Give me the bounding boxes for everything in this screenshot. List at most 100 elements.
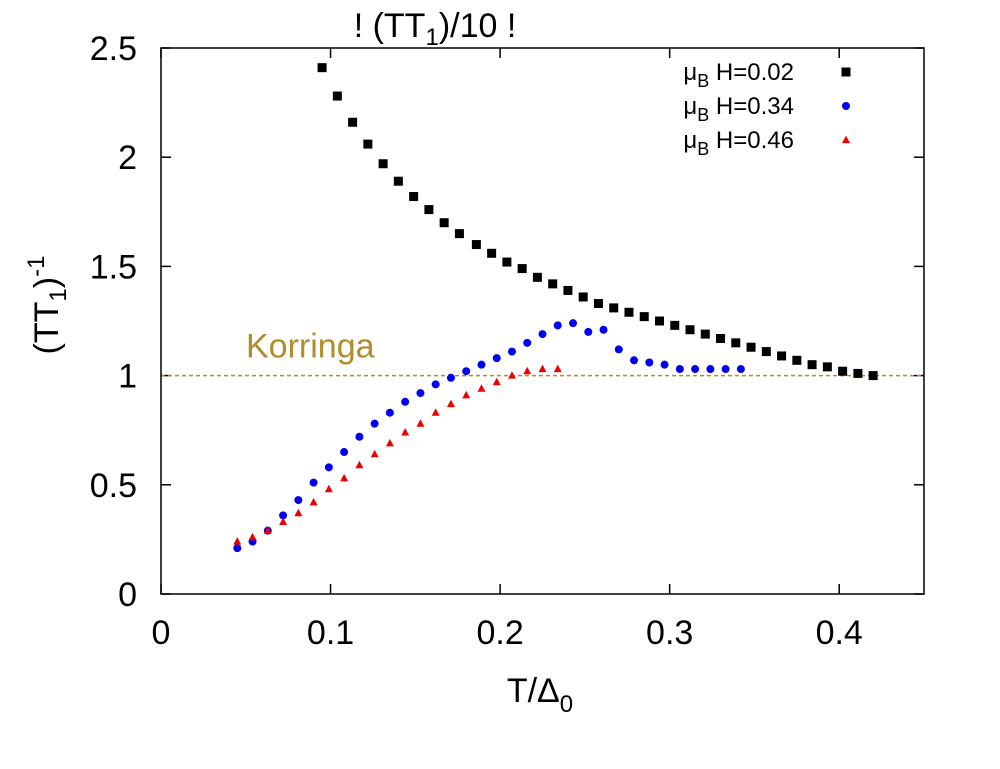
- data-point: [431, 380, 440, 389]
- data-point: [578, 292, 588, 302]
- data-point: [691, 365, 700, 374]
- series-1: [317, 63, 878, 381]
- legend-marker: [842, 102, 850, 110]
- data-point: [538, 330, 547, 339]
- data-point: [868, 371, 878, 381]
- chart-title: ! (TT1)/10 !: [354, 7, 517, 51]
- data-point: [471, 240, 481, 250]
- y-tick-label: 0: [118, 576, 137, 614]
- data-point: [309, 478, 318, 487]
- data-point: [332, 91, 342, 101]
- data-point: [279, 511, 288, 520]
- data-point: [492, 377, 501, 386]
- x-tick-label: 0: [152, 614, 171, 652]
- data-point: [721, 365, 730, 374]
- data-point: [736, 365, 745, 374]
- data-point: [822, 362, 832, 372]
- data-point: [569, 319, 578, 328]
- legend-marker: [842, 135, 850, 144]
- data-point: [446, 399, 455, 408]
- y-tick-label: 2.5: [90, 30, 137, 68]
- data-point: [630, 356, 639, 365]
- x-tick-label: 0.3: [646, 614, 693, 652]
- data-point: [685, 325, 695, 335]
- data-point: [424, 205, 434, 215]
- legend-label: μB H=0.46: [683, 127, 794, 159]
- data-point: [792, 355, 802, 365]
- data-point: [675, 365, 684, 374]
- data-point: [645, 358, 654, 367]
- data-point: [294, 496, 303, 505]
- data-point: [454, 229, 464, 239]
- data-point: [706, 365, 715, 374]
- data-point: [340, 473, 349, 482]
- data-point: [233, 544, 242, 553]
- korringa-label: Korringa: [246, 328, 375, 366]
- data-point: [523, 338, 532, 347]
- legend-marker: [841, 67, 851, 77]
- data-point: [660, 360, 669, 369]
- data-point: [348, 117, 358, 127]
- reference-line-group: Korringa: [161, 328, 924, 377]
- data-point: [409, 192, 419, 202]
- data-point: [370, 449, 379, 458]
- data-point: [807, 360, 817, 370]
- series-2: [233, 319, 745, 553]
- data-point: [355, 460, 364, 469]
- data-point: [309, 497, 318, 506]
- x-axis-label: T/Δ0: [507, 672, 573, 718]
- data-point: [502, 257, 512, 267]
- data-point: [639, 312, 649, 322]
- data-point: [507, 371, 516, 379]
- data-point: [370, 419, 379, 428]
- data-point: [761, 347, 771, 357]
- x-tick-label: 0.4: [816, 614, 863, 652]
- data-point: [593, 299, 603, 309]
- data-point: [233, 537, 242, 545]
- y-tick-label: 1: [118, 358, 137, 396]
- data-point: [670, 320, 680, 330]
- data-point: [416, 389, 425, 398]
- data-point: [492, 354, 501, 363]
- data-point: [716, 333, 726, 343]
- data-point: [538, 364, 547, 373]
- data-point: [385, 438, 394, 447]
- data-point: [401, 397, 410, 406]
- data-points: [233, 63, 878, 553]
- data-point: [563, 285, 573, 295]
- x-tick-label: 0.2: [476, 614, 523, 652]
- data-point: [523, 366, 532, 375]
- data-point: [355, 432, 364, 441]
- data-point: [439, 218, 449, 228]
- data-point: [609, 303, 619, 313]
- legend-label: μB H=0.34: [683, 93, 794, 125]
- data-point: [599, 325, 608, 334]
- data-point: [446, 373, 455, 382]
- data-point: [487, 248, 497, 258]
- data-point: [532, 272, 542, 282]
- data-point: [462, 367, 471, 376]
- data-point: [378, 159, 388, 169]
- data-point: [294, 508, 303, 517]
- data-point: [517, 264, 527, 274]
- data-point: [853, 368, 863, 378]
- data-point: [548, 279, 558, 289]
- data-point: [700, 329, 710, 339]
- y-tick-label: 1.5: [90, 248, 137, 286]
- legend-label: μB H=0.02: [683, 59, 794, 91]
- data-point: [654, 316, 664, 326]
- data-point: [838, 366, 848, 376]
- series-3: [233, 364, 562, 545]
- data-point: [746, 342, 756, 352]
- data-point: [614, 345, 623, 354]
- plot-frame: [160, 47, 925, 595]
- data-point: [324, 463, 333, 472]
- data-point: [553, 321, 562, 330]
- data-point: [507, 347, 516, 356]
- data-point: [324, 484, 333, 493]
- y-tick-label: 2: [118, 139, 137, 177]
- data-point: [416, 419, 425, 427]
- data-point: [385, 408, 394, 417]
